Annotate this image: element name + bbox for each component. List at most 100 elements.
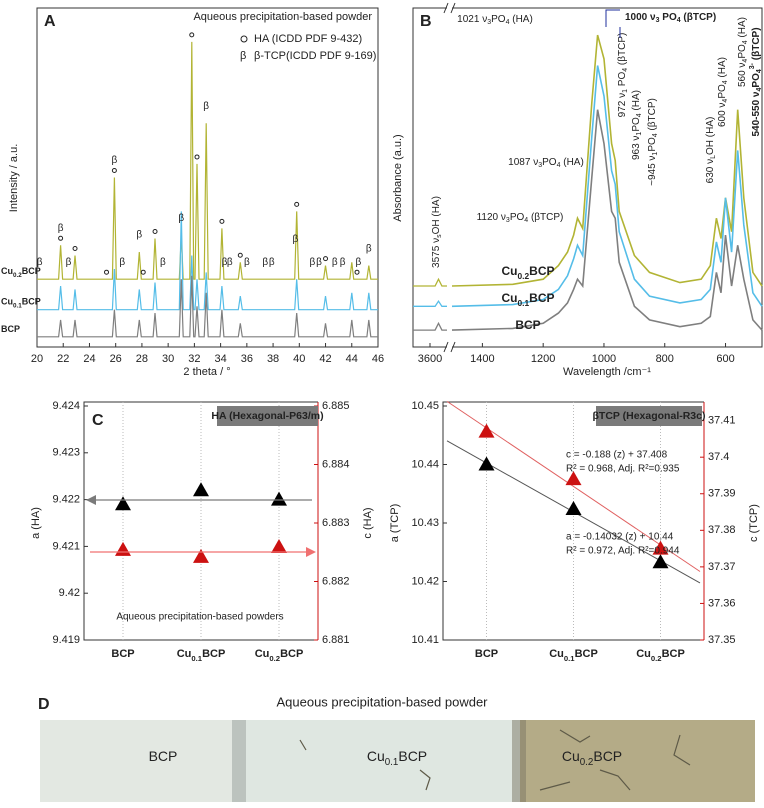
x-tick-label: 800: [656, 353, 674, 365]
plot-frame: [83, 401, 318, 641]
plot-frame: [442, 401, 704, 641]
peak-annotation: ~945 ν1PO4 (βTCP): [647, 98, 660, 186]
y2-tick-label: 6.883: [322, 517, 350, 529]
data-point: [565, 471, 582, 486]
y2-axis-label: c (HA): [362, 507, 374, 538]
data-point: [115, 541, 131, 556]
peak-annotation: 540-550 ν4PO43- (βTCP): [749, 27, 763, 136]
legend-symbol: [240, 35, 248, 43]
x-tick-label: 42: [319, 353, 331, 365]
panel-title: Aqueous precipitation-based powder: [193, 11, 372, 23]
ha-marker: [294, 201, 300, 207]
ha-marker: [72, 245, 78, 251]
beta-marker: β: [310, 257, 316, 268]
y2-tick-label: 37.39: [708, 488, 736, 500]
beta-marker: β: [136, 230, 142, 241]
y-tick-label: 10.41: [411, 634, 439, 646]
y2-tick-label: 37.36: [708, 597, 736, 609]
beta-marker: β: [58, 223, 64, 234]
y2-tick-label: 37.38: [708, 524, 736, 536]
y-axis-label: Absorbance (a.u.): [392, 134, 404, 221]
sample-label: Cu0.1BCP: [367, 748, 427, 768]
spectrum-line: [413, 277, 447, 287]
y2-axis-label: c (TCP): [748, 504, 760, 542]
annotation: a = -0.14032 (z) + 10.44: [566, 532, 674, 543]
sample-bcp: [40, 720, 240, 802]
ha-marker: [104, 269, 110, 275]
series-label: Cu0.1BCP: [502, 291, 555, 308]
annotation: Aqueous precipitation-based powders: [116, 612, 283, 623]
sample-cu02: [520, 720, 755, 802]
data-point: [652, 554, 669, 569]
axis-break: [447, 0, 452, 360]
panel-label: C: [92, 412, 104, 429]
beta-marker: β: [119, 257, 125, 268]
x-tick-label: 1200: [531, 353, 555, 365]
sample-label: BCP: [149, 748, 178, 764]
arrow-head: [306, 547, 316, 557]
panel-label: B: [420, 13, 432, 30]
data-point: [271, 491, 287, 506]
ha-marker: [58, 235, 64, 241]
ha-marker: [140, 269, 146, 275]
y2-tick-label: 37.37: [708, 561, 736, 573]
peak-annotation: 600 ν4PO4 (HA): [717, 57, 730, 127]
ha-marker: [152, 229, 158, 235]
y-tick-label: 9.419: [52, 634, 80, 646]
ha-marker: [237, 252, 243, 258]
y-tick-label: 9.423: [52, 447, 80, 459]
break-mark: [443, 2, 456, 14]
header-box: [596, 406, 702, 426]
panel-label: A: [44, 13, 56, 30]
beta-marker: β: [37, 257, 43, 268]
beta-marker: β: [244, 257, 250, 268]
plot-frame: [36, 7, 379, 348]
spectrum-line: [413, 300, 447, 307]
gap: [512, 720, 526, 802]
arrow-head: [86, 495, 96, 505]
spectrum-line: [451, 65, 763, 308]
ha-marker: [323, 256, 329, 262]
peak-annotation: 1120 ν3PO4 (βTCP): [477, 212, 564, 225]
photo: [40, 720, 755, 802]
annotation: c = -0.188 (z) + 37.408: [566, 450, 668, 461]
x-tick-label: Cu0.2BCP: [636, 648, 685, 663]
ha-marker: [111, 168, 117, 173]
data-point: [478, 456, 495, 471]
beta-marker: β: [366, 243, 372, 254]
beta-marker: β: [227, 257, 233, 268]
data-point: [478, 423, 495, 438]
ha-marker: [189, 32, 195, 38]
peak-annotation: 1087 ν3PO4 (HA): [508, 157, 584, 170]
y2-tick-label: 37.4: [708, 451, 729, 463]
data-point: [652, 540, 669, 555]
y-tick-label: 9.421: [52, 540, 80, 552]
spectrum-line: [37, 211, 378, 311]
y-axis-label: Intensity / a.u.: [8, 144, 20, 212]
data-point: [565, 500, 582, 515]
x-tick-label: 3600: [418, 353, 442, 365]
legend-symbol: β: [240, 50, 246, 62]
x-tick-label: 26: [110, 353, 122, 365]
sample-cu01: [232, 720, 522, 802]
x-tick-label: 44: [346, 353, 358, 365]
spectrum-line: [451, 109, 763, 331]
series-label: Cu0.2BCP: [502, 264, 555, 281]
x-tick-label: 36: [241, 353, 253, 365]
y-axis-label: a (HA): [30, 507, 42, 539]
y-tick-label: 10.44: [411, 458, 439, 470]
y-tick-label: 10.43: [411, 517, 439, 529]
header-text: βTCP (Hexagonal-R3c): [593, 410, 706, 422]
y-tick-label: 9.422: [52, 494, 80, 506]
peak-annotation: 3575 νsOH (HA): [431, 196, 444, 268]
y-axis-label: a (TCP): [389, 504, 401, 543]
spectrum-line: [37, 41, 378, 280]
x-tick-label: 24: [83, 353, 95, 365]
peak-annotation: 630 νLOH (HA): [705, 117, 718, 184]
beta-marker: β: [203, 101, 209, 112]
series-label: Cu0.1BCP: [1, 297, 41, 310]
beta-marker: β: [160, 257, 166, 268]
spectrum-line: [37, 275, 378, 338]
